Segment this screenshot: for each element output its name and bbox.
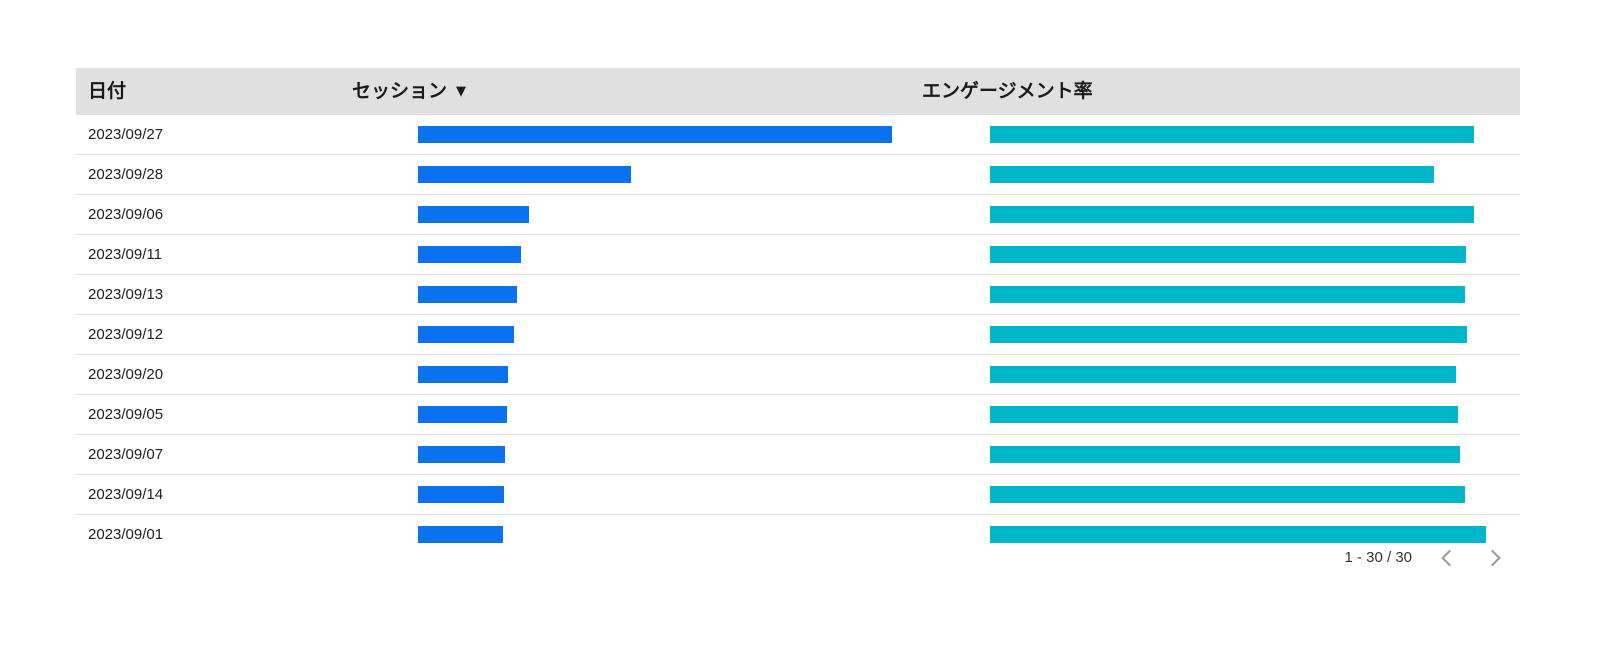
cell-date: 2023/09/05 [88, 406, 164, 423]
table-row: 2023/09/015,24492.45% [76, 515, 1520, 554]
cell-date: 2023/09/06 [88, 206, 164, 223]
sessions-bar [418, 246, 521, 263]
engagement-rate-bar [990, 286, 1465, 303]
chevron-right-icon[interactable] [1482, 545, 1508, 571]
pagination: 1 - 30 / 30 [0, 543, 1600, 573]
sessions-bar [418, 446, 505, 463]
table-row: 2023/09/145,25188.65% [76, 475, 1520, 515]
engagement-rate-bar [990, 326, 1467, 343]
engagement-rate-bar [990, 206, 1474, 223]
sessions-bar [418, 486, 504, 503]
table-row: 2023/09/055,48987.27% [76, 395, 1520, 435]
table-row: 2023/09/066,83890.32% [76, 195, 1520, 235]
pagination-label: 1 - 30 / 30 [1344, 549, 1412, 566]
cell-date: 2023/09/01 [88, 526, 164, 543]
column-header-engagement-rate[interactable]: エンゲージメント率 [922, 80, 1093, 102]
sessions-bar [418, 366, 508, 383]
engagement-rate-bar [990, 166, 1434, 183]
engagement-rate-bar [990, 126, 1474, 143]
table-row: 2023/09/116,35288.76% [76, 235, 1520, 275]
sessions-bar [418, 326, 514, 343]
table-row: 2023/09/2813,08382.84% [76, 155, 1520, 195]
engagement-rate-bar [990, 246, 1466, 263]
sort-descending-icon[interactable]: ▼ [456, 84, 466, 99]
engagement-rate-bar [990, 486, 1465, 503]
sessions-bar [418, 406, 507, 423]
table-row: 2023/09/205,55086.85% [76, 355, 1520, 395]
sessions-bar [418, 206, 529, 223]
cell-date: 2023/09/14 [88, 486, 164, 503]
data-table: 日付 セッション ▼ エンゲージメント率 2023/09/2729,09590.… [76, 68, 1520, 554]
sessions-bar [418, 286, 517, 303]
table-row: 2023/09/136,06588.67% [76, 275, 1520, 315]
cell-date: 2023/09/20 [88, 366, 164, 383]
cell-date: 2023/09/11 [88, 246, 162, 263]
cell-date: 2023/09/12 [88, 326, 164, 343]
engagement-rate-bar [990, 406, 1458, 423]
table-row: 2023/09/125,86589.02% [76, 315, 1520, 355]
column-header-date[interactable]: 日付 [88, 80, 127, 102]
cell-date: 2023/09/28 [88, 166, 164, 183]
cell-date: 2023/09/07 [88, 446, 164, 463]
sessions-bar [418, 126, 892, 143]
cell-date: 2023/09/13 [88, 286, 164, 303]
table-row: 2023/09/075,33787.67% [76, 435, 1520, 475]
engagement-rate-bar [990, 446, 1460, 463]
sessions-bar [418, 166, 631, 183]
column-header-sessions[interactable]: セッション [352, 80, 448, 102]
engagement-rate-bar [990, 366, 1456, 383]
table-body: 2023/09/2729,09590.37%2023/09/2813,08382… [76, 115, 1520, 554]
sessions-bar [418, 526, 503, 543]
engagement-rate-bar [990, 526, 1486, 543]
chevron-left-icon[interactable] [1434, 545, 1460, 571]
table-row: 2023/09/2729,09590.37% [76, 115, 1520, 155]
table-header: 日付 セッション ▼ エンゲージメント率 [76, 68, 1520, 115]
cell-date: 2023/09/27 [88, 126, 164, 143]
